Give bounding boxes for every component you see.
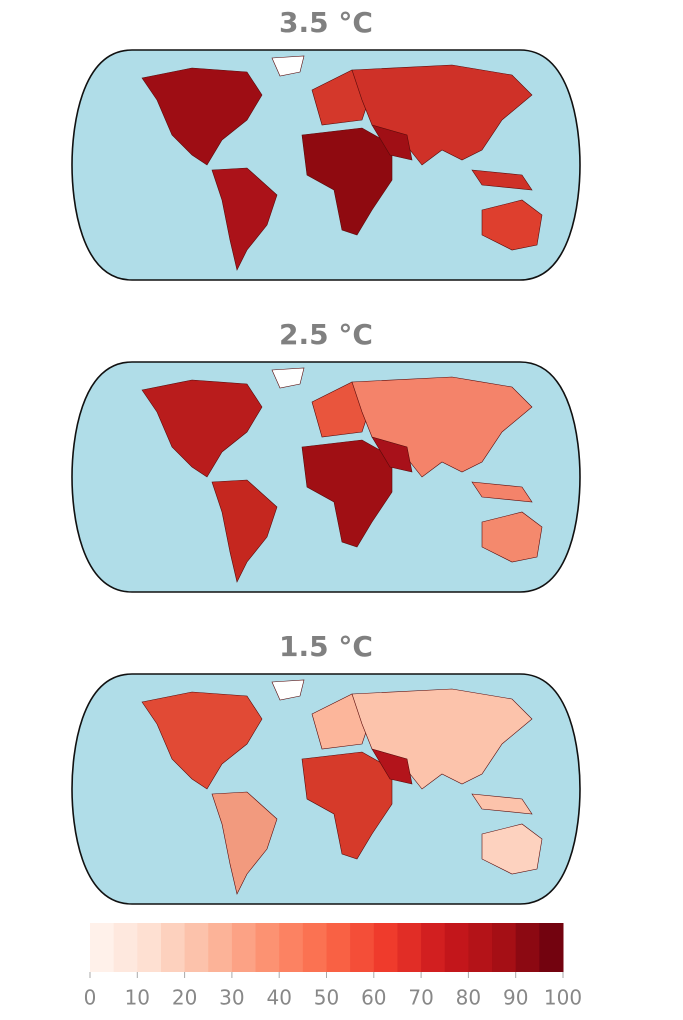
colorbar-step (515, 923, 540, 972)
colorbar-tick-label: 30 (219, 986, 244, 1010)
map-panel: 3.5 °C (71, 6, 581, 281)
colorbar-step (231, 923, 257, 972)
colorbar-tick-label: 40 (266, 986, 291, 1010)
colorbar-step (113, 923, 138, 972)
colorbar-tick-label: 70 (408, 986, 433, 1010)
colorbar-tick-label: 60 (361, 986, 386, 1010)
colorbar-step (492, 923, 517, 972)
colorbar-step (137, 923, 162, 972)
map-title: 2.5 °C (279, 318, 373, 351)
colorbar-tick-label: 0 (84, 986, 97, 1010)
map-title: 3.5 °C (279, 6, 373, 39)
colorbar-step (279, 923, 304, 972)
colorbar-step (160, 923, 186, 972)
colorbar-step (350, 923, 375, 972)
colorbar-step (468, 923, 493, 972)
colorbar-tick-label: 20 (172, 986, 197, 1010)
colorbar-step (255, 923, 280, 972)
colorbar-step (373, 923, 398, 972)
colorbar-step (208, 923, 233, 972)
colorbar-step (184, 923, 209, 972)
colorbar-tick-label: 50 (314, 986, 339, 1010)
colorbar-step (421, 923, 446, 972)
map-title: 1.5 °C (279, 630, 373, 663)
colorbar-step (444, 923, 469, 972)
colorbar-step (302, 923, 327, 972)
map-panel: 1.5 °C (71, 630, 581, 905)
map-panel: 2.5 °C (71, 318, 581, 593)
colorbar-tick-label: 80 (456, 986, 481, 1010)
colorbar-tick-label: 10 (125, 986, 150, 1010)
colorbar-step (326, 923, 351, 972)
colorbar-step (90, 923, 115, 972)
colorbar: 0 10 20 30 40 50 60 70 80 90 100 (84, 923, 582, 1010)
colorbar-step (539, 923, 564, 972)
colorbar-step (397, 923, 422, 972)
colorbar-tick-label: 90 (503, 986, 528, 1010)
colorbar-tick-label: 100 (544, 986, 582, 1010)
